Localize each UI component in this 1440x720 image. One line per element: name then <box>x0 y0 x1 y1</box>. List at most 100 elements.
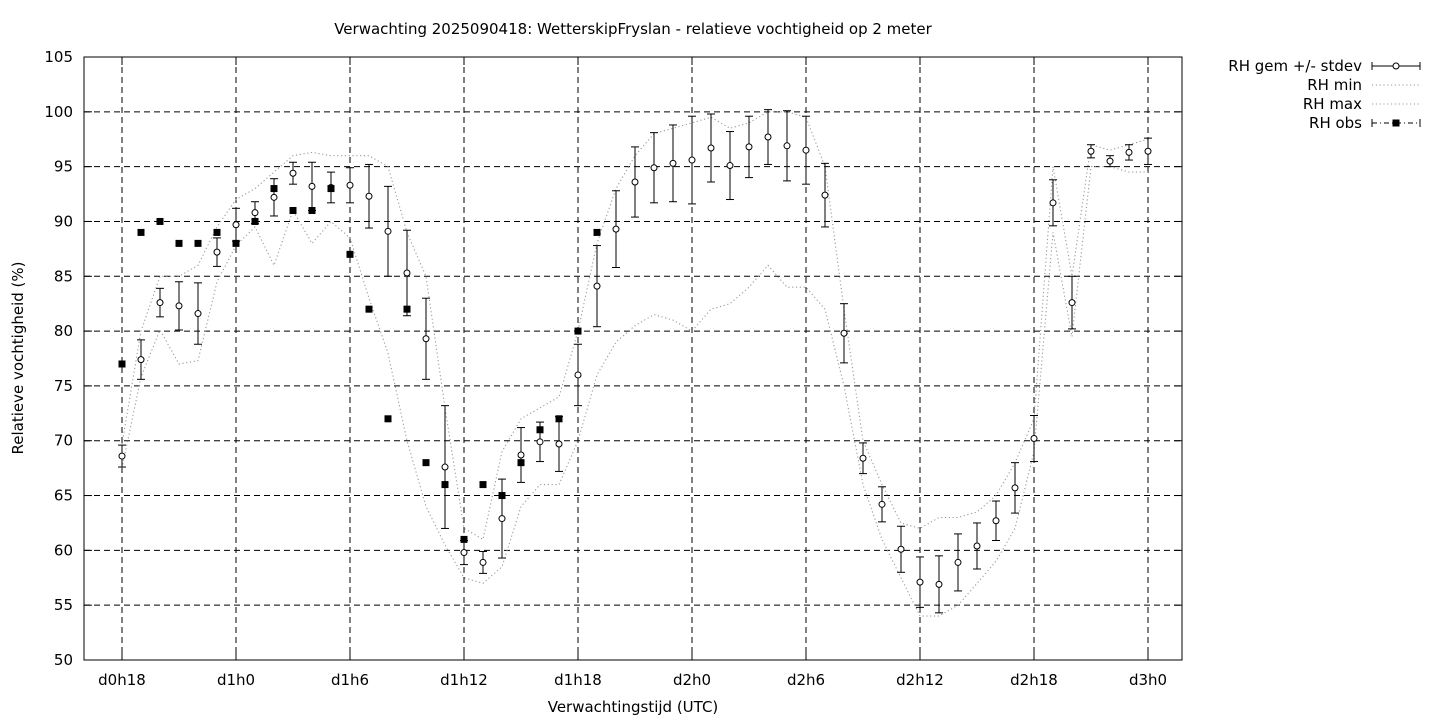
rh-obs-point <box>156 217 164 225</box>
rh-mean-point <box>156 299 164 307</box>
x-axis-label: Verwachtingstijd (UTC) <box>548 698 719 716</box>
x-tick-label: d1h12 <box>440 671 488 689</box>
rh-mean-point <box>821 191 829 199</box>
rh-mean-point <box>479 558 487 566</box>
rh-mean-point <box>137 356 145 364</box>
rh-obs-point <box>384 415 392 423</box>
x-tick-label: d2h18 <box>1010 671 1058 689</box>
rh-mean-point <box>669 159 677 167</box>
rh-mean-point <box>992 517 1000 525</box>
y-tick-label: 50 <box>54 651 73 669</box>
rh-mean-point <box>707 144 715 152</box>
legend-sample-mean-point <box>1392 62 1400 70</box>
rh-mean-point <box>365 192 373 200</box>
legend-label: RH gem +/- stdev <box>1228 57 1362 75</box>
rh-obs-point <box>175 239 183 247</box>
legend-label: RH max <box>1303 95 1362 113</box>
rh-mean-point <box>688 156 696 164</box>
rh-mean-point <box>1087 147 1095 155</box>
rh-mean-point <box>802 146 810 154</box>
y-tick-label: 95 <box>54 158 73 176</box>
y-tick-label: 100 <box>44 103 73 121</box>
rh-obs-point <box>118 360 126 368</box>
rh-obs-point <box>593 228 601 236</box>
x-tick-label: d1h6 <box>331 671 369 689</box>
y-tick-label: 80 <box>54 322 73 340</box>
rh-mean-point <box>422 335 430 343</box>
rh-obs-point <box>308 206 316 214</box>
rh-obs-point <box>213 228 221 236</box>
rh-mean-point <box>1030 435 1038 443</box>
rh-mean-point <box>460 549 468 557</box>
rh-obs-point <box>536 426 544 434</box>
rh-obs-point <box>555 415 563 423</box>
rh-mean-point <box>175 302 183 310</box>
rh-mean-point <box>1011 484 1019 492</box>
rh-mean-point <box>346 181 354 189</box>
rh-obs-point <box>498 492 506 500</box>
rh-obs-point <box>365 305 373 313</box>
rh-mean-point <box>726 162 734 170</box>
y-tick-label: 65 <box>54 487 73 505</box>
rh-mean-point <box>1106 157 1114 165</box>
rh-min-line <box>121 166 1148 617</box>
rh-mean-point <box>764 133 772 141</box>
x-tick-label: d3h0 <box>1129 671 1167 689</box>
grid-layer <box>84 57 1182 660</box>
rh-mean-point <box>897 545 905 553</box>
rh-obs-point <box>232 239 240 247</box>
rh-obs-point <box>251 217 259 225</box>
y-tick-label: 60 <box>54 541 73 559</box>
y-tick-label: 90 <box>54 212 73 230</box>
rh-mean-point <box>441 463 449 471</box>
rh-mean-point <box>1049 199 1057 207</box>
rh-obs-point <box>460 535 468 543</box>
rh-mean-point <box>289 169 297 177</box>
rh-max-line <box>121 111 1149 541</box>
rh-obs-point <box>403 305 411 313</box>
y-axis-label: Relatieve vochtigheid (%) <box>9 261 27 454</box>
x-tick-label: d2h6 <box>787 671 825 689</box>
rh-mean-point <box>213 248 221 256</box>
y-tick-label: 70 <box>54 432 73 450</box>
rh-mean-point <box>650 164 658 172</box>
rh-mean-point <box>270 193 278 201</box>
rh-mean-point <box>745 143 753 151</box>
x-tick-label: d0h18 <box>98 671 146 689</box>
rh-mean-point <box>308 182 316 190</box>
rh-mean-point <box>916 578 924 586</box>
rh-mean-point <box>1068 299 1076 307</box>
rh-mean-point <box>612 225 620 233</box>
y-tick-label: 55 <box>54 596 73 614</box>
rh-obs-point <box>327 185 335 193</box>
rh-mean-point <box>840 329 848 337</box>
rh-obs-point <box>346 250 354 258</box>
rh-mean-point <box>878 500 886 508</box>
x-tick-label: d2h0 <box>673 671 711 689</box>
y-tick-label: 105 <box>44 48 73 66</box>
rh-mean-point <box>935 580 943 588</box>
rh-obs-point <box>289 206 297 214</box>
rh-obs-point <box>270 185 278 193</box>
rh-obs-point <box>517 459 525 467</box>
rh-mean-point <box>555 440 563 448</box>
rh-mean-point <box>232 221 240 229</box>
x-tick-label: d1h18 <box>554 671 602 689</box>
rh-obs-point <box>574 327 582 335</box>
y-tick-label: 85 <box>54 267 73 285</box>
rh-mean-point <box>251 209 259 217</box>
rh-mean-point <box>973 542 981 550</box>
rh-mean-point <box>1125 148 1133 156</box>
rh-mean-point <box>194 310 202 318</box>
rh-mean-point <box>1144 147 1152 155</box>
x-tick-label: d1h0 <box>217 671 255 689</box>
rh-mean-point <box>783 142 791 150</box>
rh-mean-point <box>403 269 411 277</box>
rh-mean-point <box>384 227 392 235</box>
rh-obs-point <box>441 481 449 489</box>
axis-layer: 50 55 60 65 70 75 80 85 90 95 100 105 d0h18 d1h0 d1h6 d… <box>44 48 1182 689</box>
legend-label: RH obs <box>1309 114 1362 132</box>
rh-obs-point <box>137 228 145 236</box>
